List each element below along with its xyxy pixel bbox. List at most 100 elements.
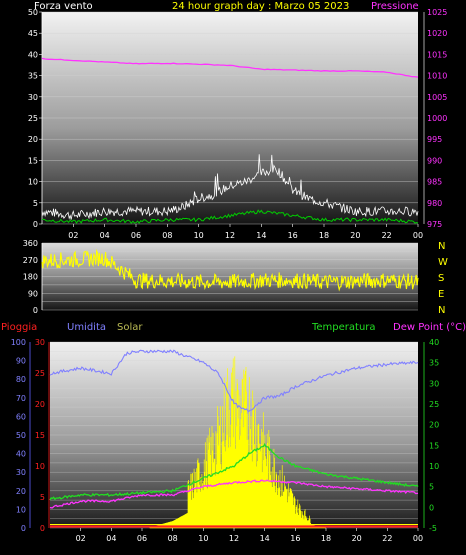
wind-y-tick-label: 20 [28, 135, 38, 144]
humidity-y-tick-label: 10 [16, 505, 26, 514]
pressure-y-tick-label: 995 [427, 135, 442, 144]
humidity-y-tick-label: 90 [16, 357, 26, 366]
hour-tick-label: 20 [350, 231, 360, 240]
direction-y-tick-label: 90 [28, 289, 38, 298]
temperature-y-tick-label: 30 [429, 379, 439, 388]
hour-tick-label: 04 [100, 231, 110, 240]
compass-n-top: N [438, 241, 446, 252]
series-wind-gust [41, 154, 419, 220]
pressure-y-tick-label: 1000 [427, 114, 447, 123]
direction-y-tick-label: 270 [23, 256, 38, 265]
direction-y-tick-label: 0 [33, 306, 38, 315]
compass-s: S [438, 273, 445, 284]
rain-y-tick-label: 5 [40, 493, 45, 502]
rain-y-tick-label: 10 [35, 462, 45, 471]
temperature-y-tick-label: 20 [429, 421, 439, 430]
temperature-y-tick-label: 40 [429, 338, 439, 347]
temperature-y-tick-label: 15 [429, 441, 439, 450]
hour-tick-label: 08 [162, 231, 172, 240]
wind-y-tick-label: 10 [28, 178, 38, 187]
wind-y-tick-label: 50 [28, 8, 38, 17]
wind-y-tick-label: 5 [33, 199, 38, 208]
wind-axis-title: Forza vento [34, 1, 93, 12]
hour-tick-label: 10 [198, 534, 208, 543]
hour-tick-label: 12 [225, 231, 235, 240]
humidity-y-tick-label: 100 [11, 338, 26, 347]
temperature-y-tick-label: 0 [429, 503, 434, 512]
hour-tick-label: 08 [168, 534, 178, 543]
hour-tick-label: 02 [68, 231, 78, 240]
legend-rain: Pioggia [1, 322, 38, 333]
temperature-y-tick-label: 35 [429, 359, 439, 368]
pressure-y-tick-label: 1020 [427, 29, 447, 38]
temperature-y-tick-label: 25 [429, 400, 439, 409]
humidity-y-tick-label: 60 [16, 412, 26, 421]
humidity-y-tick-label: 80 [16, 375, 26, 384]
rain-y-tick-label: 15 [35, 431, 45, 440]
humidity-y-tick-label: 50 [16, 431, 26, 440]
hour-tick-label: 14 [256, 231, 266, 240]
legend-dew-point: Dew Point (°C) [393, 322, 466, 333]
wind-y-tick-label: 40 [28, 50, 38, 59]
wind-y-tick-label: 30 [28, 93, 38, 102]
hour-tick-label: 14 [260, 534, 270, 543]
hour-tick-label: 22 [382, 231, 392, 240]
hour-tick-label: 06 [131, 231, 141, 240]
hour-tick-label: 18 [321, 534, 331, 543]
pressure-axis-title: Pressione [371, 1, 419, 12]
pressure-y-tick-label: 980 [427, 199, 442, 208]
rain-y-tick-label: 0 [40, 524, 45, 533]
wind-y-tick-label: 35 [28, 72, 38, 81]
temperature-y-tick-label: 5 [429, 483, 434, 492]
series-solar-spikes [187, 356, 312, 528]
rain-y-tick-label: 25 [35, 369, 45, 378]
series-wind-average [41, 209, 419, 224]
rain-y-tick-label: 30 [35, 338, 45, 347]
legend-temperature: Temperatura [312, 322, 376, 333]
hour-tick-label: 00 [413, 231, 423, 240]
direction-y-tick-label: 180 [23, 273, 38, 282]
pressure-y-tick-label: 1015 [427, 50, 447, 59]
hour-tick-label: 00 [413, 534, 423, 543]
hour-tick-label: 16 [288, 231, 298, 240]
hour-tick-label: 02 [76, 534, 86, 543]
hour-tick-label: 10 [194, 231, 204, 240]
humidity-y-tick-label: 30 [16, 468, 26, 477]
wind-y-tick-label: 45 [28, 29, 38, 38]
humidity-y-tick-label: 40 [16, 450, 26, 459]
pressure-y-tick-label: 1005 [427, 93, 447, 102]
wind-y-tick-label: 15 [28, 156, 38, 165]
pressure-y-tick-label: 985 [427, 178, 442, 187]
hour-tick-label: 16 [290, 534, 300, 543]
legend-solar: Solar [117, 322, 143, 333]
compass-e: E [438, 289, 445, 300]
temperature-y-tick-label: 10 [429, 462, 439, 471]
series-humidity [49, 349, 419, 413]
legend-humidity: Umidita [67, 322, 107, 333]
hour-tick-label: 20 [352, 534, 362, 543]
temperature-y-tick-label: -5 [429, 524, 437, 533]
chart-title: 24 hour graph day : Marzo 05 2023 [172, 1, 350, 12]
pressure-y-tick-label: 975 [427, 220, 442, 229]
direction-y-tick-label: 360 [23, 239, 38, 248]
series-pressure [41, 57, 419, 78]
wind-y-tick-label: 0 [33, 220, 38, 229]
hour-tick-label: 04 [106, 534, 116, 543]
compass-w: W [438, 257, 448, 268]
humidity-y-tick-label: 20 [16, 487, 26, 496]
compass-n-bottom: N [438, 305, 446, 316]
pressure-y-tick-label: 1025 [427, 8, 447, 17]
series-wind-direction [41, 248, 419, 292]
hour-tick-label: 12 [229, 534, 239, 543]
pressure-y-tick-label: 990 [427, 156, 442, 165]
wind-y-tick-label: 25 [28, 114, 38, 123]
series-temperature [49, 442, 419, 501]
series-dew-point [49, 479, 419, 509]
hour-tick-label: 22 [382, 534, 392, 543]
humidity-y-tick-label: 70 [16, 394, 26, 403]
pressure-y-tick-label: 1010 [427, 72, 447, 81]
humidity-y-tick-label: 0 [21, 524, 26, 533]
hour-tick-label: 06 [137, 534, 147, 543]
